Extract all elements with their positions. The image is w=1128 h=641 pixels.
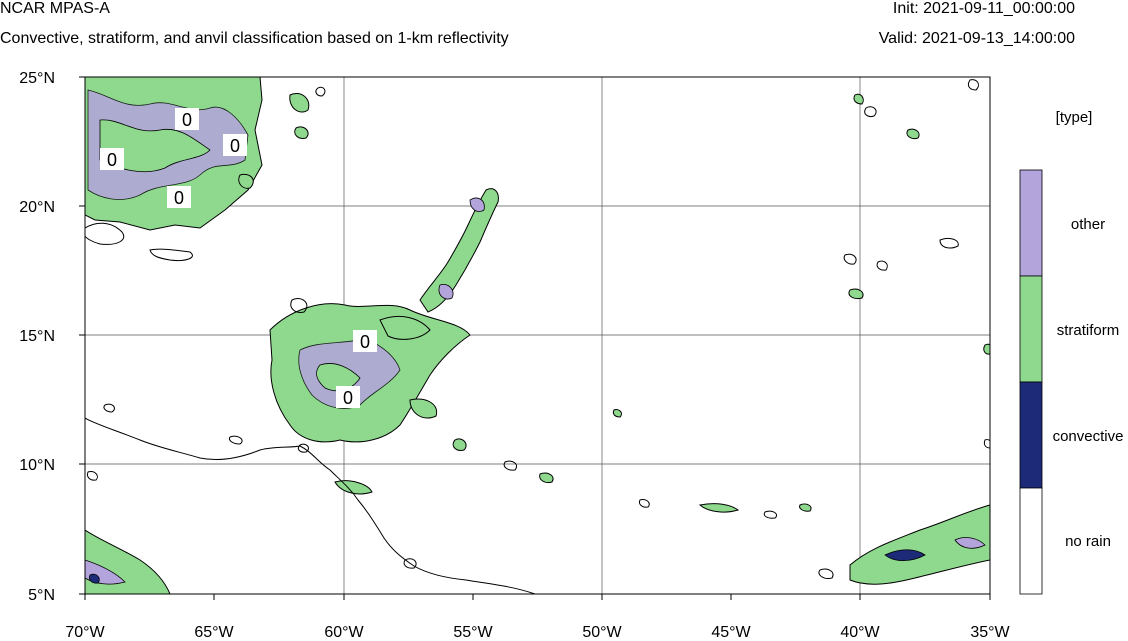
legend-swatch-other: [1019, 169, 1043, 277]
gridlines: [85, 77, 990, 594]
contour-label: 0: [107, 150, 117, 170]
precip-region-central: [269, 298, 471, 495]
legend-label-convective: convective: [1053, 428, 1124, 445]
legend-label-stratiform: stratiform: [1057, 322, 1120, 339]
legend-swatch-stratiform: [1019, 275, 1043, 383]
plot-subtitle: Convective, stratiform, and anvil classi…: [0, 30, 509, 47]
lat-tick-label: 20°N: [19, 199, 55, 216]
lon-tick-label: 40°W: [840, 624, 880, 641]
contour-label: 0: [360, 332, 370, 352]
lon-tick-labels: 70°W 65°W 60°W 55°W 50°W 45°W 40°W 35°W: [65, 624, 1010, 641]
tick-marks: [79, 76, 991, 600]
contour-label: 0: [174, 188, 184, 208]
legend-label-other: other: [1071, 216, 1105, 233]
lon-tick-label: 50°W: [582, 624, 622, 641]
contour-label: 0: [230, 136, 240, 156]
scattered-cells: [297, 79, 990, 519]
precip-band-northeast: [419, 188, 499, 313]
legend-label-no-rain: no rain: [1065, 533, 1111, 550]
precip-region-northwest: [85, 77, 326, 231]
lat-tick-label: 15°N: [19, 328, 55, 345]
legend: [type] other stratiform convective no ra…: [1019, 109, 1124, 595]
legend-swatch-no-rain: [1019, 487, 1043, 595]
lon-tick-label: 45°W: [711, 624, 751, 641]
init-time: Init: 2021-09-11_00:00:00: [892, 0, 1075, 17]
lat-tick-label: 5°N: [28, 587, 55, 604]
lon-tick-label: 70°W: [65, 624, 105, 641]
lat-tick-label: 25°N: [19, 70, 55, 87]
contour-label: 0: [182, 110, 192, 130]
lat-tick-label: 10°N: [19, 457, 55, 474]
lon-tick-label: 60°W: [324, 624, 364, 641]
lon-tick-label: 65°W: [194, 624, 234, 641]
contour-labels: 0 0 0 0 0 0: [100, 108, 377, 408]
lon-tick-label: 35°W: [970, 624, 1010, 641]
legend-swatch-convective: [1019, 381, 1043, 489]
coastlines: [85, 222, 536, 594]
contour-label: 0: [343, 388, 353, 408]
precip-region-southeast: [818, 504, 990, 585]
valid-time: Valid: 2021-09-13_14:00:00: [878, 30, 1075, 47]
lat-tick-labels: 5°N 10°N 15°N 20°N 25°N: [19, 70, 55, 604]
plot-title: NCAR MPAS-A: [0, 0, 110, 17]
legend-title: [type]: [1056, 109, 1093, 126]
lon-tick-label: 55°W: [453, 624, 493, 641]
precip-region-southwest: [85, 529, 171, 594]
